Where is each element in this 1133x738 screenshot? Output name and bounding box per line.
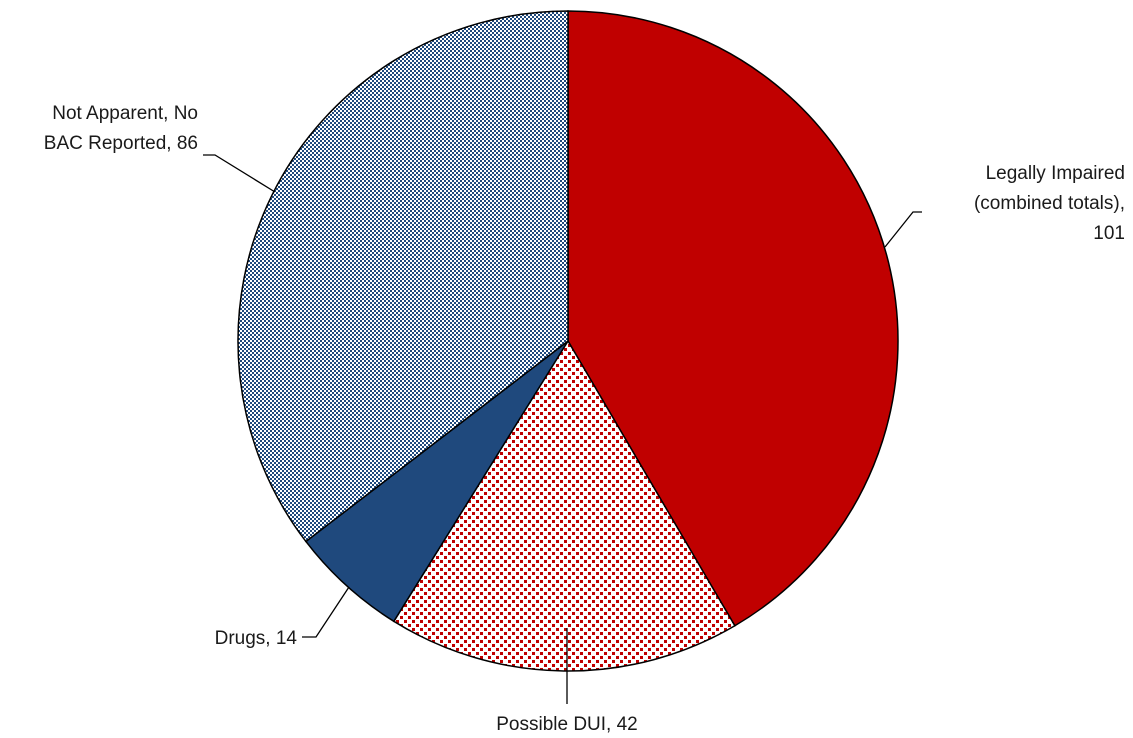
pie-slice-0 bbox=[567, 10, 899, 627]
data-label-line: BAC Reported, 86 bbox=[44, 133, 198, 154]
data-label-line: Not Apparent, No bbox=[52, 103, 198, 124]
leader-line-2 bbox=[302, 586, 350, 638]
label-leader-lines bbox=[203, 154, 922, 704]
leader-line-3 bbox=[203, 154, 276, 193]
data-label-3: Not Apparent, No BAC Reported, 86 bbox=[44, 103, 198, 154]
pie-slices bbox=[237, 10, 899, 672]
pie-slice-1 bbox=[392, 339, 736, 672]
data-label-2: Drugs, 14 bbox=[215, 628, 298, 649]
pie-slice-3 bbox=[237, 10, 569, 543]
data-label-line: 101 bbox=[1093, 223, 1125, 244]
data-label-line: Drugs, 14 bbox=[215, 628, 298, 649]
data-label-line: Legally Impaired bbox=[986, 163, 1125, 184]
data-label-line: (combined totals), bbox=[974, 193, 1125, 214]
leader-line-0 bbox=[884, 211, 922, 248]
data-label-line: Possible DUI, 42 bbox=[496, 714, 638, 735]
data-labels: Legally Impaired (combined totals), 101 Pos… bbox=[44, 103, 1125, 735]
data-label-0: Legally Impaired (combined totals), 101 bbox=[974, 163, 1125, 244]
data-label-1: Possible DUI, 42 bbox=[496, 714, 638, 735]
